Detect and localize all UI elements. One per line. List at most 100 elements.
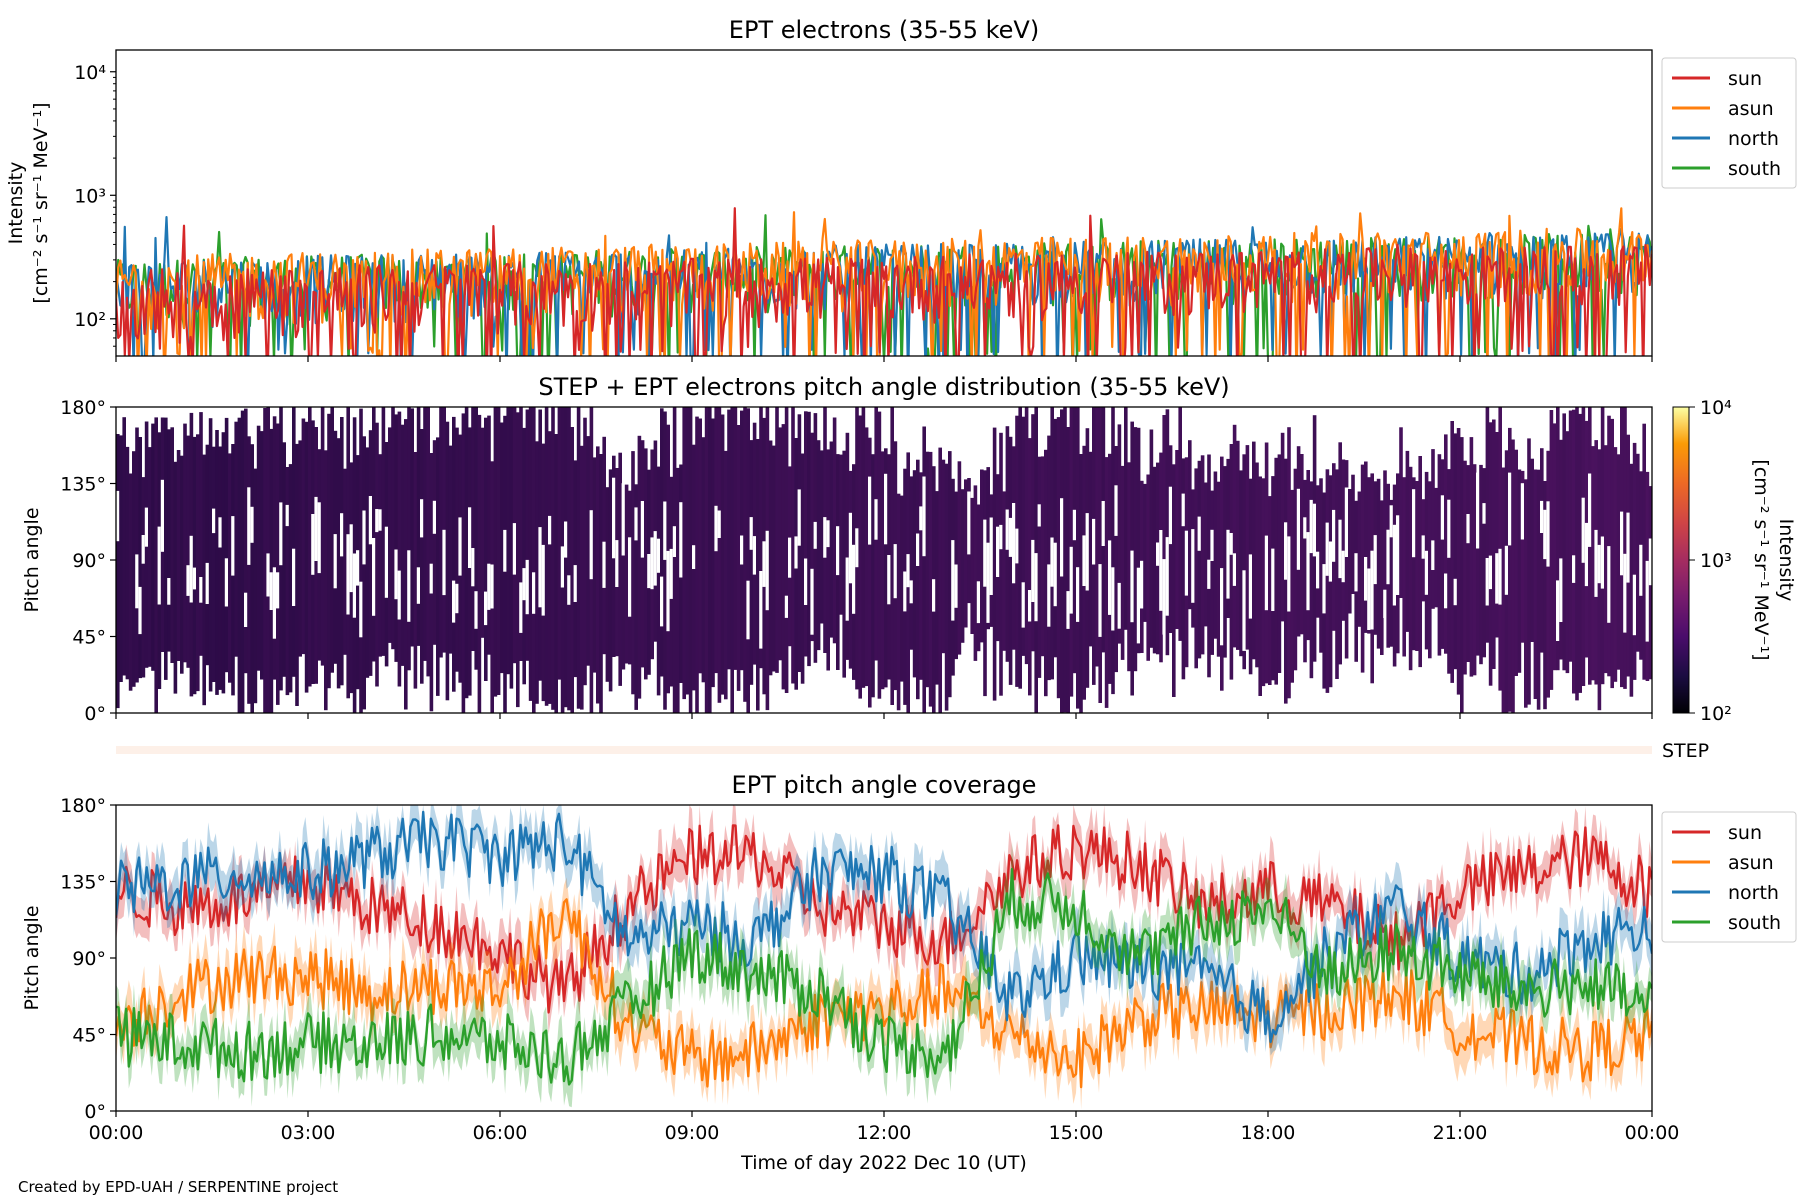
pad-cell-398: [1389, 499, 1394, 647]
pad-cell-244: [896, 493, 901, 711]
pad-cell-316: [1127, 462, 1131, 672]
pad-cell-465: [1604, 445, 1608, 674]
pad-cell-339: [1200, 455, 1205, 655]
pad-cell-165: [644, 448, 648, 680]
pad-gap-415: [1444, 573, 1448, 609]
intensity-line-sun: [116, 207, 1652, 356]
pad-gap-61: [311, 514, 315, 575]
pad-cell-105: [452, 416, 456, 692]
pad-gap-336: [1191, 529, 1195, 603]
pad-cell-404: [1408, 466, 1413, 671]
pad-cell-440: [1524, 479, 1528, 708]
pad-cell-245: [900, 495, 904, 682]
coverage-line-asun: [116, 898, 1652, 1089]
pad-cell-123: [509, 407, 514, 689]
pad-cell-138: [557, 407, 562, 680]
pad-cell-378: [1325, 469, 1330, 693]
pad-cell-307: [1098, 407, 1102, 703]
pad-gap-13: [157, 526, 162, 605]
pad-gap-283: [1021, 582, 1026, 628]
pad-cell-250: [916, 459, 920, 700]
pad-cell-293: [1053, 418, 1058, 658]
pad-gap-127: [522, 568, 526, 601]
xtick-label-8: 00:00: [1625, 1122, 1680, 1144]
pad-gap-302: [1082, 535, 1086, 586]
pad-cell-315: [1124, 407, 1128, 630]
pad-gap-338: [1197, 516, 1202, 551]
pad-cell-115: [484, 417, 488, 681]
pad-gap-359: [1264, 535, 1269, 611]
pad-cell-376: [1319, 478, 1323, 653]
pad-cell-385: [1348, 489, 1352, 614]
coverage-title: EPT pitch angle coverage: [732, 771, 1037, 799]
pad-cell-455: [1572, 409, 1576, 694]
pad-gap-305: [1092, 518, 1096, 565]
pad-gap-428: [1485, 558, 1490, 606]
pad-cell-309: [1104, 457, 1109, 708]
intensity-line-north: [116, 216, 1652, 356]
pad-cell-112: [474, 407, 478, 670]
pad-cell-200: [756, 439, 760, 711]
pad-gap-110: [468, 507, 472, 568]
pad-cell-89: [400, 424, 405, 666]
pad-gap-188: [717, 510, 722, 538]
pad-cell-477: [1642, 423, 1646, 680]
pad-gap-235: [868, 476, 872, 545]
pad-cell-170: [660, 408, 664, 677]
coverage-x-axis: 00:00 03:00 06:00 09:00 12:00 15:00 18:00 21:00…: [89, 1111, 1680, 1144]
pad-cell-257: [938, 447, 942, 713]
pad-gap-311: [1111, 567, 1115, 631]
step-label: STEP: [1662, 740, 1709, 762]
pad-cell-31: [215, 430, 219, 695]
pad-cell-65: [324, 450, 328, 711]
pad-cell-0: [116, 434, 120, 709]
pad-cell-282: [1018, 407, 1022, 689]
pad-cell-206: [775, 407, 779, 673]
pad-gap-396: [1383, 589, 1387, 618]
pad-cell-35: [228, 453, 232, 683]
pad-gap-464: [1600, 536, 1605, 589]
pad-cell-88: [397, 411, 402, 687]
pad-cell-204: [768, 440, 773, 676]
pad-cell-421: [1463, 460, 1467, 675]
pad-gap-160: [628, 537, 632, 617]
pad-cell-154: [608, 469, 613, 692]
pad-gap-8: [141, 535, 146, 564]
pad-cell-304: [1088, 451, 1093, 647]
pad-cell-90: [404, 419, 408, 710]
pad-gap-126: [519, 582, 523, 633]
pad-gap-115: [484, 591, 488, 626]
pad-gap-218: [813, 521, 818, 549]
pad-gap-308: [1101, 501, 1106, 546]
pad-gap-155: [612, 477, 616, 559]
pad-cell-449: [1552, 423, 1557, 671]
pad-gap-112: [474, 591, 478, 629]
pad-gap-292: [1050, 537, 1054, 587]
pad-panel: STEP + EPT electrons pitch angle distrib…: [21, 373, 1797, 725]
pad-gap-445: [1540, 500, 1544, 533]
pad-cell-157: [618, 452, 622, 686]
pad-gap-72: [346, 534, 350, 615]
pad-cell-29: [208, 418, 213, 692]
pad-gap-271: [983, 519, 987, 587]
pad-gap-34: [224, 558, 229, 607]
pad-cell-159: [624, 484, 629, 664]
pad-cell-39: [240, 410, 245, 713]
pad-gap-391: [1367, 568, 1371, 630]
coverage-ytick-label-2: 90°: [72, 948, 106, 970]
pad-cell-41: [247, 436, 251, 704]
coverage-line-north: [116, 810, 1652, 1044]
pad-cell-101: [439, 407, 443, 658]
pad-gap-243: [893, 544, 898, 599]
pad-gap-199: [752, 536, 757, 575]
pad-cell-388: [1357, 491, 1362, 627]
pad-cell-283: [1021, 416, 1026, 656]
pad-cell-236: [871, 454, 875, 698]
pad-cell-461: [1591, 446, 1595, 681]
pad-cell-355: [1252, 441, 1256, 660]
pad-cell-91: [407, 407, 411, 671]
pad-cell-48: [269, 428, 274, 713]
pad-cell-353: [1245, 445, 1250, 650]
intensity-ylabel-line1: Intensity: [5, 162, 27, 245]
pad-cell-448: [1549, 410, 1554, 690]
